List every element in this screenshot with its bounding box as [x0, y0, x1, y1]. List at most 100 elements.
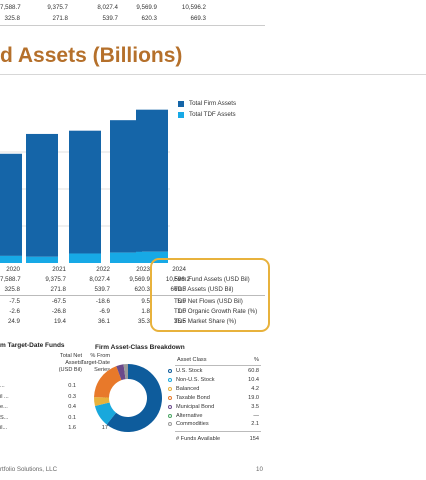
cell: 8,027.4	[89, 276, 110, 283]
cell: 669.3	[170, 286, 186, 293]
bar-firm-2024	[136, 109, 168, 252]
breakdown-row: Non-U.S. Stock 10.4	[168, 377, 262, 385]
header-line: (USD Bil)	[58, 367, 82, 373]
cell: -67.5	[51, 298, 66, 305]
breakdown-row: Commodities 2.1	[168, 421, 262, 429]
top-value: 8,027.4	[97, 4, 118, 11]
asset-class-value: 19.0	[248, 394, 259, 401]
legend-label: Total Firm Assets	[189, 100, 237, 107]
cell: -6.9	[99, 308, 110, 315]
breakdown-title: Firm Asset-Class Breakdown	[95, 344, 185, 351]
cell: 1.8	[141, 308, 150, 315]
legend-label: Total TDF Assets	[189, 111, 236, 118]
breakdown-divider	[175, 365, 261, 366]
breakdown-row: Alternative —	[168, 413, 262, 421]
footer-company: rtfolio Solutions, LLC	[0, 466, 58, 473]
tdf-fund-name: il...	[0, 425, 8, 431]
cell: 19.4	[53, 318, 66, 325]
tdf-fund-name: e...	[0, 404, 8, 410]
asset-class-label: U.S. Stock	[176, 368, 203, 374]
legend-item-tdf: Total TDF Assets	[178, 109, 236, 120]
top-value: 9,569.9	[136, 4, 157, 11]
row-label: Firm Fund Assets (USD Bil)	[174, 276, 250, 283]
asset-class-label: Alternative	[176, 412, 203, 419]
asset-class-value: —	[253, 412, 259, 419]
asset-class-label: Commodities	[176, 421, 209, 428]
header-line: Total Net	[59, 353, 82, 359]
tdf-fund-pct: 17	[101, 425, 108, 431]
title-divider	[0, 74, 426, 75]
funds-available-value: 154	[249, 436, 259, 442]
legend-dot-icon	[168, 377, 172, 382]
tdf-row: il... 1.6 17	[0, 425, 120, 434]
asset-class-donut	[94, 364, 162, 432]
top-value: 10,596.2	[181, 4, 206, 11]
legend-dot-icon	[168, 422, 172, 427]
header-line: Series	[94, 367, 110, 373]
tdf-col-pct-header: % From Target-Date Series	[80, 353, 110, 374]
table-row-net-flows: -7.5 -67.5 -18.6 9.5 5.9 TDF Net Flows (…	[0, 298, 270, 307]
cell: 620.3	[134, 286, 150, 293]
donut-slice-balanced	[94, 397, 110, 407]
legend-dot-icon	[168, 404, 172, 409]
legend-swatch-firm	[178, 100, 184, 107]
header-line: % From	[90, 353, 110, 359]
top-value: 669.3	[190, 15, 206, 22]
bar-firm-2021	[26, 133, 58, 257]
row-label: TDF Organic Growth Rate (%)	[174, 308, 258, 315]
bar-tdf-2020	[0, 255, 22, 263]
header-line: Assets	[65, 360, 82, 366]
tdf-fund-assets: 0.1	[68, 414, 76, 421]
tdf-fund-name: il ...	[0, 393, 9, 400]
year-label: 2024	[172, 266, 186, 273]
year-label: 2020	[6, 266, 20, 273]
cell: 325.8	[4, 286, 20, 293]
bar-tdf-2024	[136, 251, 168, 263]
breakdown-row: U.S. Stock 60.8	[168, 368, 262, 376]
table-year-row: 2020 2021 2022 2023 2024	[0, 266, 270, 275]
cell: 36.1	[97, 318, 110, 325]
page-title: d Assets (Billions)	[0, 44, 183, 67]
legend-dot-icon	[168, 413, 172, 418]
cell: 5.9	[177, 298, 186, 305]
top-value: 7,588.7	[0, 4, 21, 11]
cell: 24.9	[7, 318, 20, 325]
cell: 539.7	[94, 286, 110, 293]
legend-item-firm: Total Firm Assets	[178, 98, 236, 109]
tdf-fund-assets: 0.4	[68, 404, 76, 410]
asset-class-label: Municipal Bond	[176, 403, 215, 410]
row-label: TDF Assets (USD Bil)	[174, 286, 234, 293]
asset-class-label: Balanced	[176, 385, 200, 392]
asset-class-value: 60.8	[248, 368, 259, 374]
bar-tdf-2022	[69, 253, 101, 263]
tdf-fund-assets: 0.1	[68, 383, 76, 389]
legend-dot-icon	[168, 395, 172, 400]
cell: 9.5	[141, 298, 150, 305]
cell: 35.3	[137, 318, 150, 325]
chart-legend: Total Firm Assets Total TDF Assets	[178, 98, 236, 120]
top-value: 620.3	[141, 15, 157, 22]
tdf-fund-name: S...	[0, 414, 9, 421]
donut-slice-non-u-s-stock	[94, 402, 117, 425]
breakdown-row: Municipal Bond 3.5	[168, 404, 262, 412]
row-label: TDF Net Flows (USD Bil)	[174, 298, 243, 305]
bar-tdf-2023	[110, 252, 142, 263]
legend-dot-icon	[168, 369, 172, 373]
asset-class-value: 2.1	[251, 421, 259, 428]
breakdown-col-pct: %	[254, 357, 259, 363]
year-label: 2022	[96, 266, 110, 273]
breakdown-row: Taxable Bond 19.0	[168, 395, 262, 403]
donut-slice-municipal-bond	[116, 364, 126, 381]
tdf-fund-assets: 1.6	[68, 425, 76, 431]
bar-firm-2022	[69, 130, 101, 254]
breakdown-row: Balanced 4.2	[168, 386, 262, 394]
breakdown-col-class: Asset Class	[177, 357, 207, 363]
top-rule	[0, 25, 265, 26]
cell: 9,375.7	[45, 276, 66, 283]
year-label: 2023	[136, 266, 150, 273]
breakdown-divider-bottom	[175, 431, 261, 432]
table-row-tdf-assets: 325.8 271.8 539.7 620.3 669.3 TDF Assets…	[0, 286, 270, 295]
tdf-section-title: m Target-Date Funds	[0, 342, 65, 349]
table-row-growth: -2.6 -26.8 -6.9 1.8 1.0 TDF Organic Grow…	[0, 308, 270, 317]
row-label: TDF Market Share (%)	[174, 318, 237, 325]
